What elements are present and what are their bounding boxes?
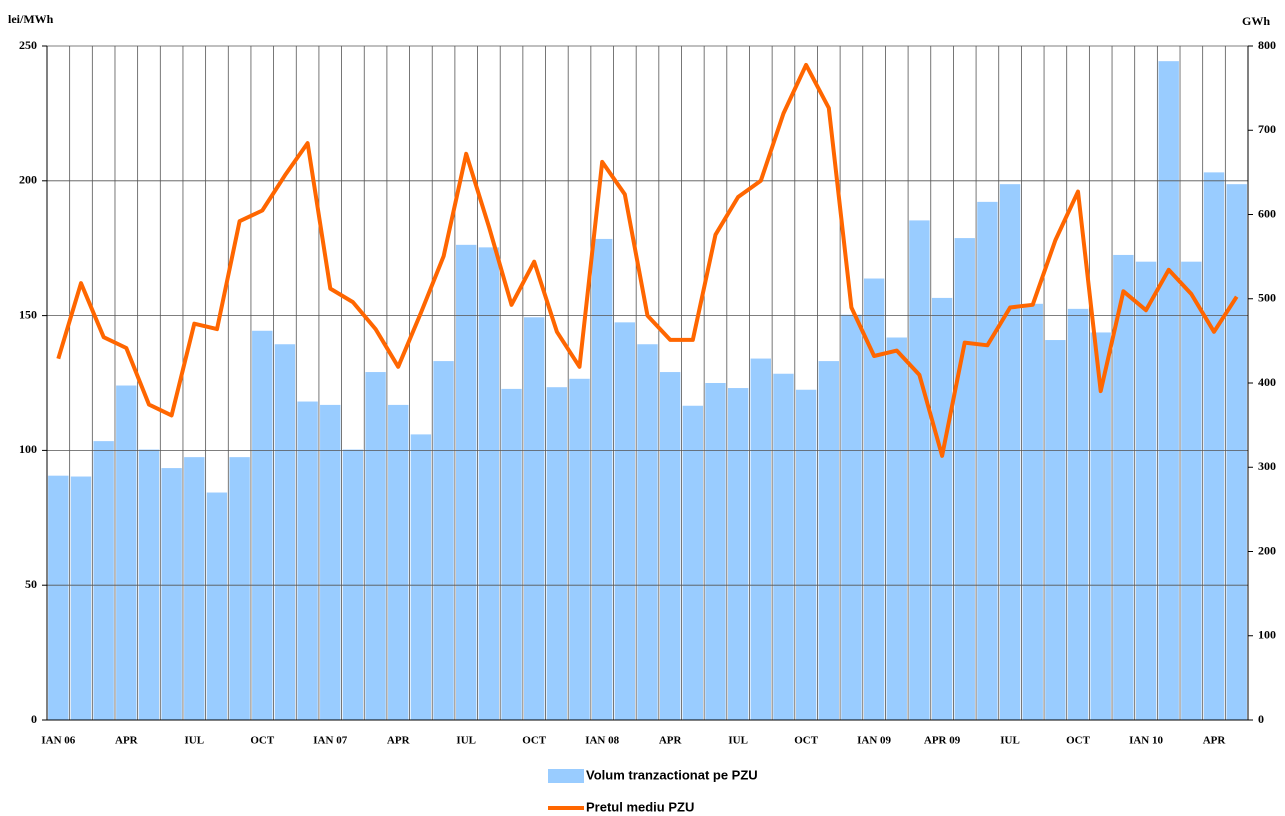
x-tick-label: IAN 07 (313, 735, 347, 747)
bar (727, 388, 749, 720)
x-tick-label: OCT (250, 735, 275, 747)
x-tick-label: IUL (1000, 735, 1020, 747)
bar (659, 372, 681, 720)
bar (1158, 61, 1179, 721)
y2-tick-label: 0 (1258, 712, 1264, 726)
y-tick-label: 150 (19, 307, 37, 321)
x-tick-label: APR (1203, 735, 1227, 747)
y-tick-label: 100 (19, 442, 37, 456)
bar (1045, 340, 1066, 720)
x-tick-label: APR (387, 735, 411, 747)
bar (795, 389, 817, 720)
bar (977, 201, 998, 721)
bar (909, 220, 930, 720)
y2-tick-label: 100 (1258, 628, 1276, 642)
bar (524, 317, 545, 720)
x-tick-label: IAN 08 (585, 735, 619, 747)
y2-tick-label: 300 (1258, 459, 1276, 473)
bar (184, 457, 205, 720)
bar (93, 441, 114, 720)
bar (999, 184, 1021, 721)
y2-tick-label: 400 (1258, 375, 1276, 389)
bar (682, 405, 704, 720)
x-tick-label: IAN 06 (41, 735, 75, 747)
x-tick-label: IAN 09 (857, 735, 891, 747)
line (56, 62, 1239, 458)
y2-axis-title: GWh (1242, 14, 1270, 28)
bar (886, 337, 907, 720)
bar (478, 247, 500, 721)
bar (252, 330, 273, 720)
bar (501, 388, 522, 720)
bar (1226, 184, 1247, 721)
bar (70, 476, 92, 720)
bar (705, 383, 726, 720)
bar (342, 449, 364, 720)
y2-tick-label: 700 (1258, 122, 1276, 136)
y2-tick-label: 600 (1258, 206, 1276, 220)
x-tick-label: OCT (522, 735, 547, 747)
y-axis-title: lei/MWh (8, 12, 54, 26)
bar (750, 358, 771, 720)
y-tick-label: 50 (25, 577, 37, 591)
bar (48, 475, 69, 720)
y-tick-label: 250 (19, 38, 37, 52)
bar (116, 385, 137, 720)
bar (591, 238, 613, 720)
bar (320, 404, 341, 720)
x-tick-label: IUL (728, 735, 748, 747)
bar (863, 278, 885, 720)
bar (433, 361, 454, 720)
y2-tick-label: 800 (1258, 38, 1276, 52)
bar (773, 373, 794, 720)
bar (161, 468, 182, 720)
bar (1181, 261, 1202, 720)
bar (388, 404, 409, 720)
bar (1022, 303, 1043, 720)
bar (138, 449, 160, 720)
bar (274, 344, 296, 720)
y2-tick-label: 500 (1258, 291, 1276, 305)
x-tick-label: APR (115, 735, 139, 747)
bar (206, 492, 228, 720)
x-tick-label: IUL (185, 735, 205, 747)
y-tick-label: 200 (19, 173, 37, 187)
bar (818, 361, 839, 720)
legend-swatch (548, 769, 584, 783)
bar (229, 457, 250, 720)
bar (637, 344, 658, 720)
legend-label: Pretul mediu PZU (586, 799, 694, 814)
legend-label: Volum tranzactionat pe PZU (586, 767, 758, 782)
bar (297, 401, 318, 720)
y2-tick-label: 200 (1258, 543, 1276, 557)
bar (614, 322, 636, 720)
x-tick-label: OCT (794, 735, 819, 747)
x-tick-label: IUL (456, 735, 476, 747)
y-tick-label: 0 (31, 712, 37, 726)
bar (569, 378, 590, 720)
x-tick-label: OCT (1066, 735, 1091, 747)
bar (841, 314, 862, 720)
x-tick-label: APR 09 (924, 735, 961, 747)
bar (1067, 308, 1089, 720)
x-tick-label: IAN 10 (1129, 735, 1163, 747)
bar (1113, 254, 1134, 720)
bar (1090, 332, 1111, 720)
bar (1135, 261, 1157, 720)
bar (410, 434, 432, 720)
bar (456, 244, 477, 720)
bar (954, 238, 975, 720)
bar (546, 387, 568, 720)
bar (365, 372, 386, 720)
x-tick-label: APR (659, 735, 683, 747)
bar (1203, 172, 1225, 720)
bar (931, 297, 953, 720)
